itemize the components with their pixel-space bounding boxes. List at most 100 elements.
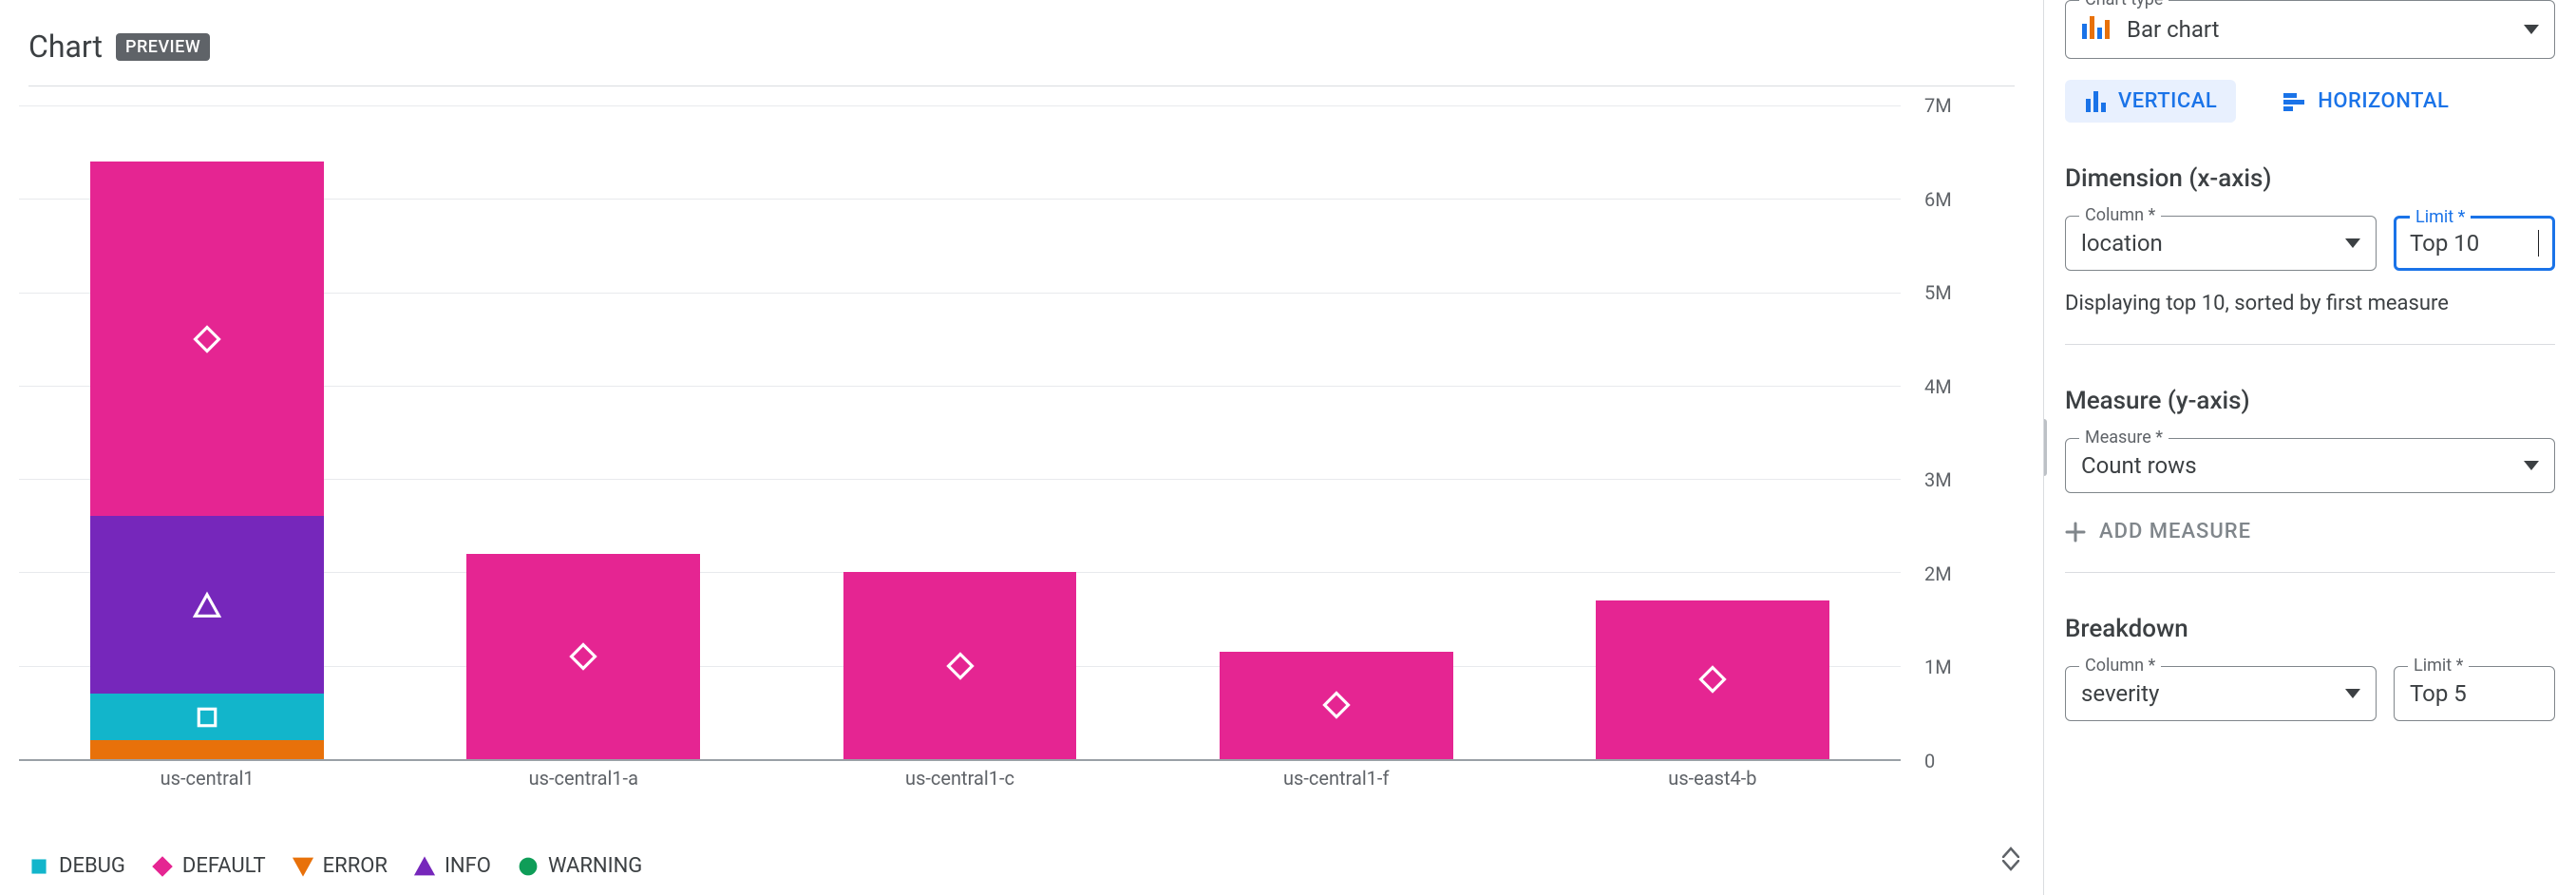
resize-handle[interactable] — [2044, 419, 2047, 476]
dimension-column-select[interactable]: Column * location — [2065, 216, 2377, 271]
default-marker-icon — [946, 652, 975, 680]
measure-label: Measure * — [2079, 428, 2169, 448]
default-marker-icon — [1322, 691, 1351, 719]
breakdown-section-title: Breakdown — [2065, 615, 2555, 643]
orientation-vertical-label: VERTICAL — [2118, 89, 2217, 113]
x-tick-label: us-central1-f — [1148, 767, 1525, 790]
horizontal-bars-icon — [2283, 91, 2308, 112]
add-measure-button[interactable]: ADD MEASURE — [2065, 520, 2555, 543]
chart-pane: Chart PREVIEW 01M2M3M4M5M6M7M us-central… — [0, 0, 2044, 895]
chevron-down-icon — [2345, 689, 2360, 698]
x-tick-label: us-central1 — [19, 767, 395, 790]
x-axis-labels: us-central1us-central1-aus-central1-cus-… — [19, 767, 1901, 790]
debug-marker-icon — [28, 856, 49, 877]
legend: DEBUG DEFAULT ERROR INFO WARNING — [28, 854, 642, 878]
bar-slot — [1525, 105, 1901, 759]
y-tick-label: 3M — [1924, 468, 1952, 491]
legend-item-debug[interactable]: DEBUG — [28, 854, 125, 878]
chevron-up-icon — [2002, 847, 2019, 858]
default-marker-icon — [152, 856, 173, 877]
default-marker-icon — [569, 642, 597, 671]
warning-marker-icon — [518, 856, 539, 877]
legend-item-warning[interactable]: WARNING — [518, 854, 642, 878]
bar-segment-default — [843, 572, 1077, 759]
chart-type-select[interactable]: Chart type Bar chart — [2065, 0, 2555, 59]
bar-slot — [771, 105, 1147, 759]
bar-segment-default — [90, 162, 324, 516]
chevron-down-icon — [2524, 25, 2539, 34]
vertical-bars-icon — [2084, 91, 2109, 112]
legend-item-label: DEFAULT — [182, 854, 266, 878]
measure-section-title: Measure (y-axis) — [2065, 387, 2555, 415]
bar-segment-info — [90, 516, 324, 694]
bars — [19, 105, 1901, 759]
orientation-horizontal-label: HORIZONTAL — [2318, 89, 2449, 113]
orientation-vertical-button[interactable]: VERTICAL — [2065, 80, 2236, 123]
legend-item-label: INFO — [445, 854, 491, 878]
chart-header: Chart PREVIEW — [28, 29, 2015, 86]
y-tick-label: 2M — [1924, 562, 1952, 585]
measure-select[interactable]: Measure * Count rows — [2065, 438, 2555, 493]
legend-item-error[interactable]: ERROR — [293, 854, 388, 878]
stacked-bar[interactable] — [1596, 600, 1829, 759]
legend-item-default[interactable]: DEFAULT — [152, 854, 266, 878]
chart-type-label: Chart type — [2079, 0, 2169, 10]
bar-segment-debug — [90, 694, 324, 740]
bar-slot — [19, 105, 395, 759]
bar-segment-error — [90, 740, 324, 759]
breakdown-limit-value: Top 5 — [2410, 680, 2539, 707]
info-marker-icon — [414, 856, 435, 877]
add-measure-label: ADD MEASURE — [2099, 520, 2251, 543]
breakdown-column-label: Column * — [2079, 656, 2161, 676]
chart-plot: 01M2M3M4M5M6M7M us-central1us-central1-a… — [19, 105, 2015, 818]
y-tick-label: 4M — [1924, 375, 1952, 398]
divider — [2065, 344, 2555, 345]
x-tick-label: us-east4-b — [1525, 767, 1901, 790]
y-tick-label: 7M — [1924, 94, 1952, 117]
legend-item-label: DEBUG — [59, 854, 125, 878]
breakdown-column-select[interactable]: Column * severity — [2065, 666, 2377, 721]
dimension-hint: Displaying top 10, sorted by first measu… — [2065, 292, 2555, 315]
legend-item-label: ERROR — [323, 854, 388, 878]
chart-type-value: Bar chart — [2127, 16, 2524, 43]
chevron-down-icon — [2002, 860, 2019, 871]
info-marker-icon — [193, 591, 221, 619]
bar-segment-default — [1220, 652, 1453, 759]
bar-slot — [1148, 105, 1525, 759]
dimension-column-label: Column * — [2079, 205, 2161, 225]
x-tick-label: us-central1-c — [771, 767, 1147, 790]
config-pane: Chart type Bar chart VERTICAL — [2044, 0, 2576, 895]
legend-item-label: WARNING — [548, 854, 642, 878]
debug-marker-icon — [193, 703, 221, 732]
measure-value: Count rows — [2081, 452, 2524, 479]
dimension-section-title: Dimension (x-axis) — [2065, 164, 2555, 193]
dimension-column-value: location — [2081, 230, 2345, 257]
stacked-bar[interactable] — [843, 572, 1077, 759]
divider — [2065, 572, 2555, 573]
preview-badge: PREVIEW — [116, 33, 210, 61]
y-axis: 01M2M3M4M5M6M7M — [1910, 105, 2015, 761]
breakdown-limit-input[interactable]: Limit * Top 5 — [2394, 666, 2555, 721]
bar-segment-default — [466, 554, 700, 759]
orientation-horizontal-button[interactable]: HORIZONTAL — [2264, 80, 2468, 123]
chevron-down-icon — [2524, 461, 2539, 470]
chevron-down-icon — [2345, 238, 2360, 248]
plus-icon — [2065, 522, 2086, 543]
error-marker-icon — [293, 856, 313, 877]
dimension-limit-label: Limit * — [2410, 207, 2471, 227]
y-tick-label: 5M — [1924, 281, 1952, 304]
dimension-limit-input[interactable]: Limit * Top 10 — [2394, 216, 2555, 271]
stacked-bar[interactable] — [1220, 652, 1453, 759]
bar-slot — [395, 105, 771, 759]
stacked-bar[interactable] — [466, 554, 700, 759]
stacked-bar[interactable] — [90, 162, 324, 759]
chart-title: Chart — [28, 29, 103, 65]
dimension-limit-value: Top 10 — [2410, 230, 2539, 257]
scroll-updown-control[interactable] — [2002, 847, 2019, 871]
legend-item-info[interactable]: INFO — [414, 854, 491, 878]
default-marker-icon — [1698, 665, 1727, 694]
breakdown-limit-label: Limit * — [2408, 656, 2469, 676]
plot-area — [19, 105, 1901, 761]
bar-segment-default — [1596, 600, 1829, 759]
x-tick-label: us-central1-a — [395, 767, 771, 790]
